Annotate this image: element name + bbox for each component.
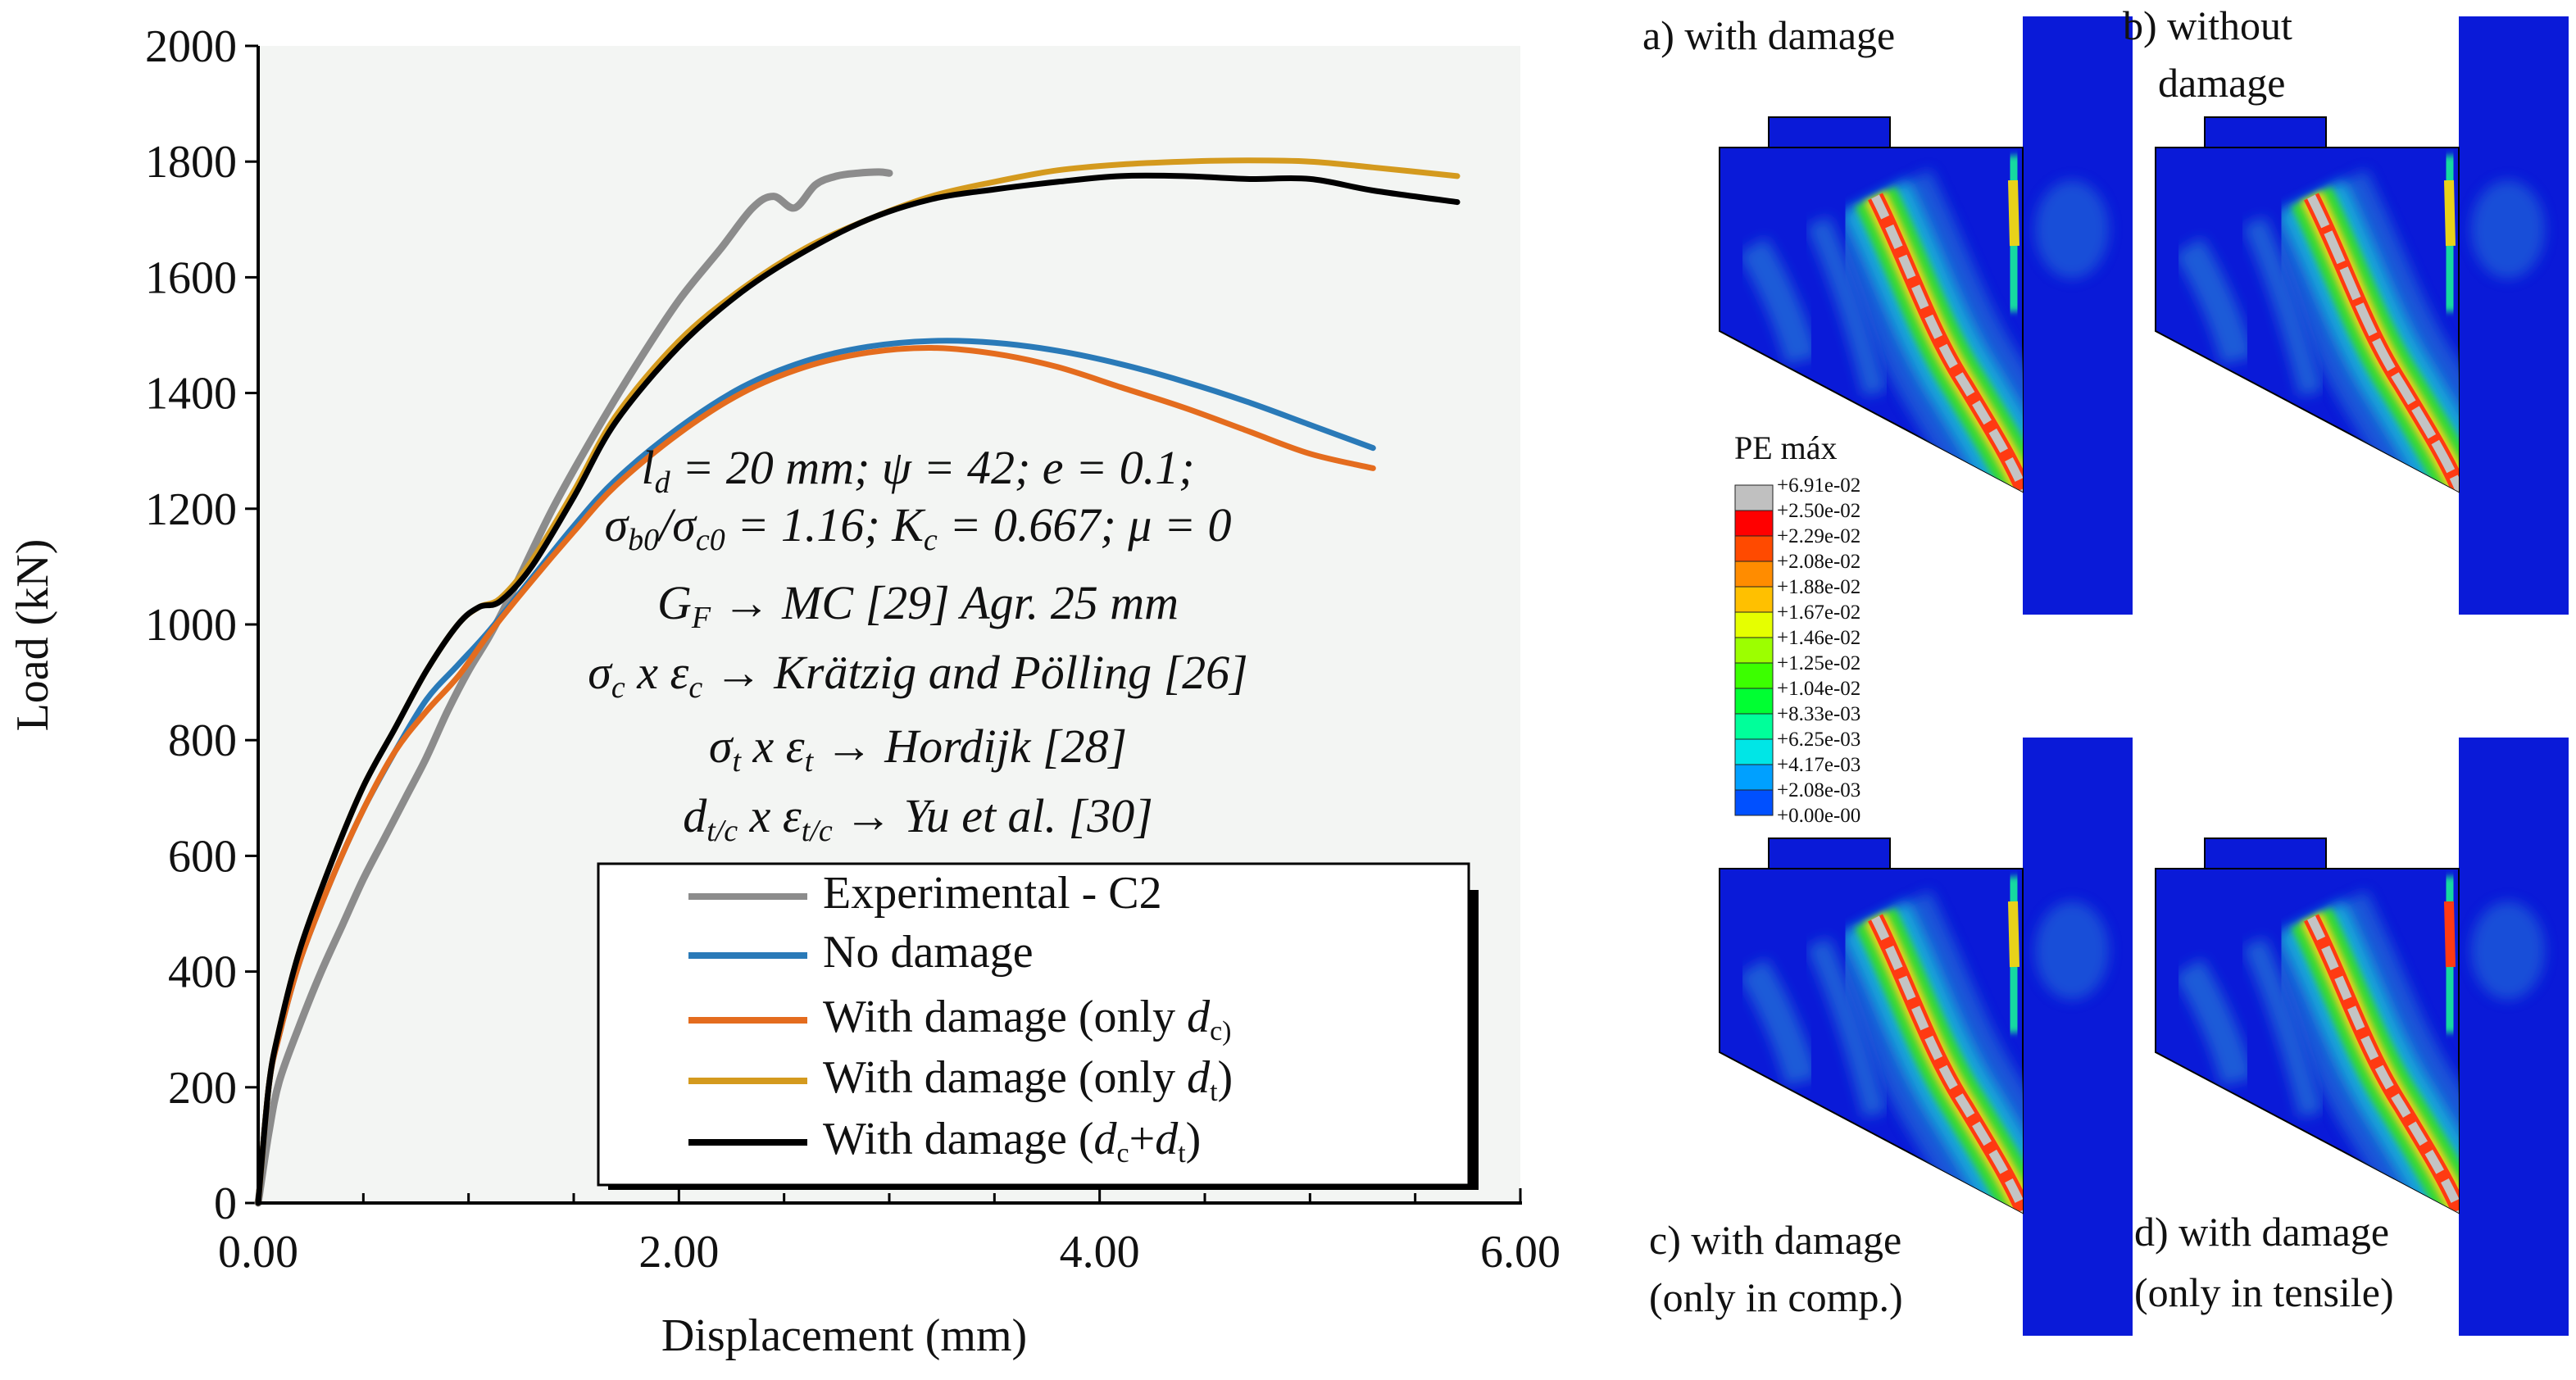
colorbar-label: +0.00e-00: [1777, 805, 1860, 827]
x-tick-label: 6.00: [1480, 1227, 1561, 1278]
y-tick-label: 400: [168, 947, 237, 998]
y-tick-label: 800: [168, 715, 237, 766]
colorbar-label: +2.08e-02: [1777, 551, 1860, 573]
colorbar-swatch: [1734, 713, 1774, 740]
y-tick-label: 1600: [145, 252, 237, 303]
colorbar-swatch: [1734, 662, 1774, 689]
y-tick-label: 1800: [145, 137, 237, 188]
colorbar-title: PE máx: [1734, 429, 1838, 466]
column-section: [2023, 738, 2133, 1336]
y-tick-label: 1400: [145, 369, 237, 420]
loading-plate: [1768, 116, 1891, 149]
legend-label: Experimental - C2: [823, 868, 1162, 919]
x-tick-label: 0.00: [218, 1227, 298, 1278]
colorbar-label: +1.04e-02: [1777, 678, 1860, 700]
panel-c-label-line1: c) with damage: [1649, 1217, 1901, 1263]
panel-b-label-line1: b) without: [2123, 2, 2292, 48]
y-tick-label: 2000: [145, 21, 237, 72]
colorbar-swatch: [1734, 764, 1774, 791]
legend: Experimental - C2 No damage With damage (o…: [597, 862, 1479, 1190]
column-section: [2459, 738, 2569, 1336]
colorbar-swatch: [1734, 688, 1774, 715]
column-section: [2459, 16, 2569, 615]
colorbar-label: +8.33e-03: [1777, 703, 1860, 725]
colorbar-swatch: [1734, 484, 1774, 511]
annotation-line-5: σt x εt → Hordijk [28]: [709, 720, 1127, 779]
colorbar-swatch: [1734, 535, 1774, 562]
damage-contour-panels: [1719, 16, 2569, 1336]
loading-plate: [2204, 838, 2327, 870]
damage-dc-dt-line: [255, 172, 1461, 1206]
annotation-line-1: ld = 20 mm; ψ = 42; e = 0.1;: [641, 441, 1194, 500]
loading-plate: [2204, 116, 2327, 149]
y-tick-label: 1000: [145, 600, 237, 651]
y-tick-label: 200: [168, 1063, 237, 1114]
colorbar-label: +6.25e-03: [1777, 729, 1860, 751]
colorbar-swatch: [1734, 510, 1774, 537]
x-tick-label: 4.00: [1060, 1227, 1140, 1278]
colorbar-swatch: [1734, 561, 1774, 588]
y-tick-label: 600: [168, 831, 237, 882]
panel-b-without-damage: [2155, 16, 2569, 615]
panel-a-label: a) with damage: [1642, 12, 1895, 58]
legend-label: With damage (dc+dt): [823, 1114, 1201, 1169]
colorbar-swatch: [1734, 789, 1774, 816]
annotation-line-6: dt/c x εt/c → Yu et al. [30]: [683, 789, 1153, 848]
panel-d-label-line2: (only in tensile): [2134, 1269, 2394, 1315]
model-parameters-annotation: ld = 20 mm; ψ = 42; e = 0.1;σb0/σc0 = 1.…: [588, 441, 1247, 848]
x-tick-label: 2.00: [638, 1227, 719, 1278]
colorbar-label: +2.29e-02: [1777, 525, 1860, 547]
loading-plate: [1768, 838, 1891, 870]
legend-box: [597, 862, 1470, 1187]
legend-label: With damage (only dt): [823, 1052, 1233, 1107]
panel-d-label-line1: d) with damage: [2134, 1209, 2389, 1255]
legend-label: With damage (only dc): [823, 992, 1231, 1046]
panel-c-damage-compression: [1719, 738, 2133, 1336]
annotation-line-4: σc x εc → Krätzig and Pölling [26]: [588, 646, 1247, 705]
pe-max-colorbar: PE máx +6.91e-02 +2.50e-02 +2.29e-02 +2.08e…: [1734, 429, 1860, 827]
colorbar-label: +4.17e-03: [1777, 754, 1860, 776]
tick-labels: 0 200 400 600 800 1000 1200 1400 1600 1800 2000 0.0…: [145, 21, 1561, 1278]
annotation-line-2: σb0/σc0 = 1.16; Kc = 0.667; μ = 0: [605, 498, 1232, 557]
colorbar-swatch: [1734, 611, 1774, 638]
colorbar-label: +1.67e-02: [1777, 601, 1860, 624]
axis-ticks: [245, 44, 1522, 1205]
panel-c-label-line2: (only in comp.): [1649, 1274, 1903, 1320]
legend-label: No damage: [823, 927, 1034, 978]
panel-b-label-line2: damage: [2158, 60, 2285, 106]
colorbar-swatch: [1734, 586, 1774, 613]
colorbar-swatch: [1734, 637, 1774, 664]
panel-a-with-damage: [1719, 16, 2133, 615]
colorbar-label: +6.91e-02: [1777, 474, 1860, 497]
damage-only-dc-line: [255, 344, 1376, 1206]
y-tick-label: 1200: [145, 484, 237, 535]
panel-d-damage-tensile: [2155, 738, 2569, 1336]
column-section: [2023, 16, 2133, 615]
colorbar-label: +1.46e-02: [1777, 627, 1860, 649]
y-axis-title: Load (kN): [7, 539, 58, 732]
colorbar-swatch: [1734, 738, 1774, 765]
data-series: [254, 157, 1461, 1207]
colorbar-label: +2.50e-02: [1777, 500, 1860, 522]
colorbar-label: +1.88e-02: [1777, 576, 1860, 598]
load-displacement-chart: 0 200 400 600 800 1000 1200 1400 1600 1800 2000 0.0…: [7, 21, 1561, 1361]
x-axis-title: Displacement (mm): [661, 1310, 1027, 1361]
colorbar-label: +2.08e-03: [1777, 779, 1860, 801]
colorbar-label: +1.25e-02: [1777, 652, 1860, 674]
y-tick-label: 0: [214, 1178, 237, 1229]
annotation-line-3: GF → MC [29] Agr. 25 mm: [657, 576, 1179, 635]
